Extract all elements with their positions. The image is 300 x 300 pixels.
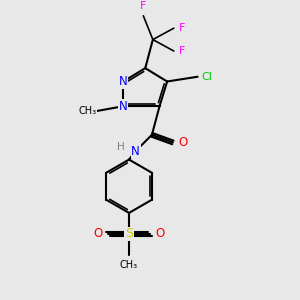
Text: S: S — [125, 227, 133, 240]
Text: O: O — [178, 136, 188, 149]
Text: Cl: Cl — [201, 72, 212, 82]
Text: N: N — [131, 145, 140, 158]
Text: N: N — [119, 100, 128, 113]
Text: N: N — [119, 75, 128, 88]
Text: O: O — [93, 227, 102, 240]
Text: O: O — [156, 227, 165, 240]
Text: H: H — [116, 142, 124, 152]
Text: CH₃: CH₃ — [79, 106, 97, 116]
Text: F: F — [178, 23, 185, 33]
Text: F: F — [178, 46, 185, 56]
Text: F: F — [140, 1, 146, 11]
Text: CH₃: CH₃ — [120, 260, 138, 270]
